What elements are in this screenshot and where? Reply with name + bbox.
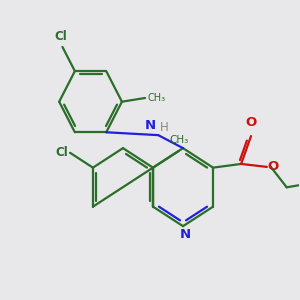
Text: N: N xyxy=(145,119,156,132)
Text: O: O xyxy=(245,116,257,129)
Text: N: N xyxy=(180,228,191,241)
Text: Cl: Cl xyxy=(56,146,68,159)
Text: Cl: Cl xyxy=(55,30,67,43)
Text: H: H xyxy=(160,121,169,134)
Text: CH₃: CH₃ xyxy=(169,135,188,146)
Text: CH₃: CH₃ xyxy=(148,93,166,103)
Text: O: O xyxy=(267,160,278,173)
